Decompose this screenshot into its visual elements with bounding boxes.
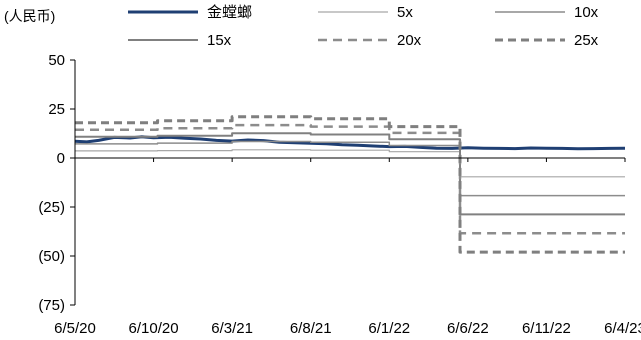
legend-item-price: 金螳螂 (128, 4, 252, 21)
axes: 50 25 0 (25) (50) (75) 6/5/20 6/10/20 6/3/21 6/8/… (38, 52, 641, 337)
legend-label: 25x (574, 32, 599, 49)
y-tick-label: (25) (38, 199, 65, 216)
unit-label: (人民币) (4, 8, 55, 24)
x-tick-label: 6/6/22 (447, 320, 489, 337)
series-line-5x (75, 149, 625, 178)
series-line-15x (75, 132, 625, 216)
y-tick-label: 50 (48, 52, 65, 69)
legend-item-15x: 15x (128, 32, 232, 49)
legend-label: 5x (397, 4, 413, 21)
legend-label: 金螳螂 (207, 4, 252, 21)
y-tick-label: (50) (38, 248, 65, 265)
legend-item-25x: 25x (495, 32, 599, 49)
y-tick-label: (75) (38, 297, 65, 314)
x-tick-label: 6/4/23 (604, 320, 641, 337)
x-tick-label: 6/11/22 (522, 320, 571, 337)
legend-label: 10x (574, 4, 599, 21)
legend-item-10x: 10x (495, 4, 599, 21)
legend-item-20x: 20x (318, 32, 422, 49)
legend: 金螳螂 5x 10x 15x 20x 25x (128, 4, 599, 49)
y-tick-label: 25 (48, 101, 65, 118)
legend-item-5x: 5x (318, 4, 413, 21)
legend-label: 15x (207, 32, 232, 49)
x-tick-label: 6/10/20 (129, 320, 179, 337)
series-line-25x (75, 115, 625, 254)
plot-area (74, 115, 626, 254)
x-tick-label: 6/8/21 (290, 320, 332, 337)
x-tick-label: 6/1/22 (368, 320, 410, 337)
y-tick-label: 0 (57, 150, 65, 167)
x-tick-label: 6/3/21 (211, 320, 253, 337)
series-line-20x (75, 123, 625, 235)
x-tick-label: 6/5/20 (54, 320, 96, 337)
legend-label: 20x (397, 32, 422, 49)
